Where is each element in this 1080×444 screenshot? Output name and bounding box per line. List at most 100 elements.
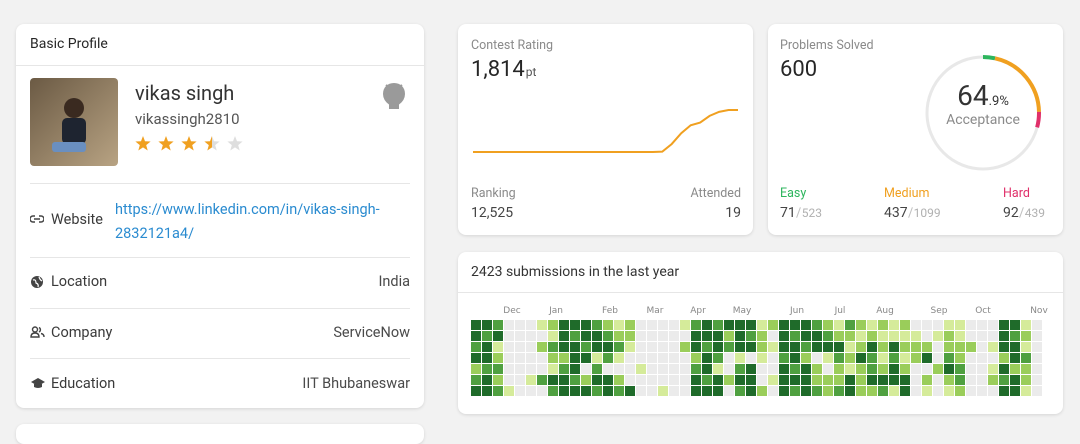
heat-cell <box>746 342 756 352</box>
heat-cell <box>955 364 965 374</box>
heat-cell <box>768 364 778 374</box>
heat-cell <box>713 364 723 374</box>
heat-cell <box>526 375 536 385</box>
level-total: 439 <box>1024 206 1045 220</box>
github-icon[interactable] <box>382 81 406 109</box>
heat-cell <box>559 320 569 330</box>
heat-cell <box>746 320 756 330</box>
heat-cell <box>548 353 558 363</box>
ring-arc <box>925 55 1041 171</box>
heat-cell <box>955 320 965 330</box>
heat-cell <box>735 375 745 385</box>
heat-cell <box>801 353 811 363</box>
heat-cell <box>801 386 811 396</box>
heat-cell <box>955 375 965 385</box>
heat-cell <box>548 342 558 352</box>
ranking-value: 12,525 <box>471 205 514 221</box>
heat-cell <box>592 364 602 374</box>
heat-cell <box>779 375 789 385</box>
heat-cell <box>504 342 514 352</box>
heat-cell <box>856 320 866 330</box>
heat-cell <box>559 386 569 396</box>
heat-cell <box>724 331 734 341</box>
heat-cell <box>768 320 778 330</box>
heat-cell <box>812 386 822 396</box>
heat-cell <box>911 386 921 396</box>
heat-cell <box>768 331 778 341</box>
heat-cell <box>856 353 866 363</box>
heat-cell <box>713 331 723 341</box>
rating-chart <box>473 109 738 153</box>
month-label: Jul <box>834 306 846 316</box>
heat-cell <box>647 320 657 330</box>
star-rating <box>135 136 243 151</box>
heat-cell <box>1010 342 1020 352</box>
heat-cell <box>790 353 800 363</box>
heat-cell <box>548 386 558 396</box>
heat-cell <box>944 386 954 396</box>
heat-cell <box>757 364 767 374</box>
heat-cell <box>911 320 921 330</box>
heat-cell <box>636 353 646 363</box>
heat-cell <box>1032 353 1042 363</box>
heat-cell <box>537 331 547 341</box>
heat-cell <box>570 353 580 363</box>
heat-cell <box>515 331 525 341</box>
heat-cell <box>933 375 943 385</box>
profile-name: vikas singh <box>135 81 235 105</box>
level-name: Medium <box>884 186 930 201</box>
school-icon <box>31 378 45 388</box>
level-count: 71 523 <box>780 205 822 221</box>
heat-cell <box>988 320 998 330</box>
heat-cell <box>625 364 635 374</box>
heat-cell <box>768 353 778 363</box>
heat-cell <box>614 331 624 341</box>
heat-cell <box>702 364 712 374</box>
heat-cell <box>999 375 1009 385</box>
heat-cell <box>1021 375 1031 385</box>
heat-cell <box>504 320 514 330</box>
heat-cell <box>911 342 921 352</box>
heat-cell <box>669 342 679 352</box>
heatmap: Dec Jan Feb Mar Apr May Jun Jul Aug Sep Oct Nov <box>471 306 1048 396</box>
heat-cell <box>911 331 921 341</box>
heat-cell <box>581 331 591 341</box>
heat-cell <box>614 320 624 330</box>
heat-cell <box>856 375 866 385</box>
heat-cell <box>471 331 481 341</box>
heat-cell <box>922 353 932 363</box>
heat-cell <box>570 320 580 330</box>
row-label: Company <box>51 324 113 341</box>
row-label: Location <box>51 273 108 290</box>
heat-cell <box>548 331 558 341</box>
website-link[interactable]: https://www.linkedin.com/in/vikas-singh-… <box>115 201 380 242</box>
heat-cell <box>834 320 844 330</box>
heat-cell <box>988 364 998 374</box>
heat-cell <box>867 342 877 352</box>
heat-cell <box>1021 331 1031 341</box>
heat-cell <box>581 364 591 374</box>
heat-cell <box>900 331 910 341</box>
month-label: Sep <box>931 306 948 316</box>
heat-cell <box>988 353 998 363</box>
heat-cell <box>922 342 932 352</box>
heat-cell <box>757 386 767 396</box>
heat-cell <box>988 375 998 385</box>
heat-cell <box>845 342 855 352</box>
heat-cell <box>548 375 558 385</box>
heat-cell <box>581 353 591 363</box>
heat-cell <box>504 364 514 374</box>
heat-cell <box>966 386 976 396</box>
heat-cell <box>999 320 1009 330</box>
heat-cell <box>658 342 668 352</box>
heat-cell <box>493 364 503 374</box>
heat-cell <box>515 375 525 385</box>
heat-cell <box>581 342 591 352</box>
heat-cell <box>691 331 701 341</box>
heat-cell <box>614 353 624 363</box>
heat-cell <box>493 342 503 352</box>
divider <box>30 308 410 309</box>
heat-cell <box>878 375 888 385</box>
heat-cell <box>1010 386 1020 396</box>
heat-cell <box>702 331 712 341</box>
